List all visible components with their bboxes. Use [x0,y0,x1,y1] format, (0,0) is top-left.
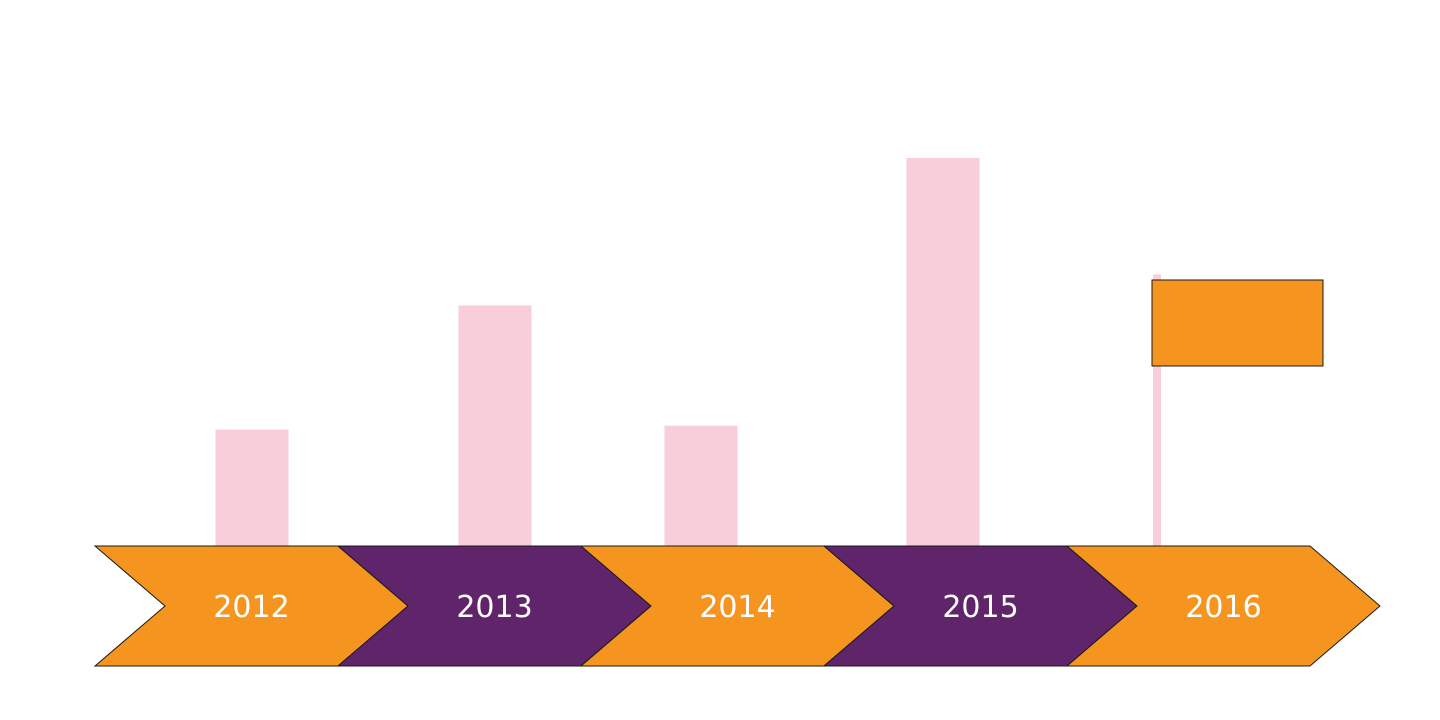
year-label-2012: 2012 [213,590,289,625]
bar-2013 [458,305,532,546]
timeline-arrows: 2012 2013 2014 2015 2016 [93,545,1381,667]
bar-2015 [906,158,980,546]
flag-icon [1151,279,1324,367]
flag-pole [1153,274,1161,546]
bar-2012 [215,429,289,546]
flag-banner [1151,279,1324,367]
year-label-2013: 2013 [456,590,532,625]
bar-2014 [664,425,738,546]
year-label-2015: 2015 [942,590,1018,625]
year-label-2014: 2014 [699,590,775,625]
timeline-segment-2016 [1065,545,1381,667]
year-label-2016: 2016 [1185,590,1261,625]
bars-layer [215,158,1161,546]
